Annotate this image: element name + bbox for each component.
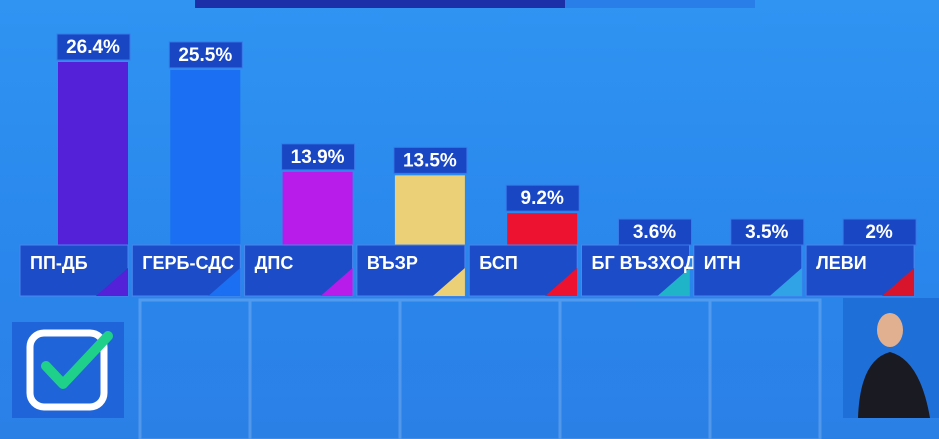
category-label: ГЕРБ-СДС bbox=[142, 253, 234, 273]
check-logo bbox=[12, 322, 124, 418]
category-label: БСП bbox=[479, 253, 518, 273]
category-label: ДПС bbox=[255, 253, 294, 273]
value-label-box bbox=[168, 41, 243, 69]
corner-accent bbox=[320, 268, 353, 296]
category-label: ВЪЗР bbox=[367, 253, 418, 273]
value-label-box bbox=[618, 218, 692, 246]
top-banner-tail bbox=[565, 0, 755, 8]
value-label: 2% bbox=[865, 222, 893, 243]
value-label-box bbox=[730, 218, 805, 246]
corner-accent bbox=[432, 268, 465, 296]
corner-accent bbox=[882, 268, 915, 296]
category-label: ПП-ДБ bbox=[30, 253, 88, 273]
value-label: 3.6% bbox=[633, 222, 676, 243]
value-label: 9.2% bbox=[521, 188, 564, 209]
value-label: 26.4% bbox=[66, 37, 120, 58]
category-boxes: ПП-ДБ ГЕРБ-СДС ДПС ВЪЗР БСП БГ ВЪЗХОД ИТН ЛЕВИ bbox=[19, 244, 915, 297]
category-label: ЛЕВИ bbox=[816, 253, 867, 273]
corner-accent bbox=[769, 268, 802, 296]
value-label-box bbox=[842, 218, 917, 246]
background-building bbox=[138, 298, 822, 439]
value-label: 3.5% bbox=[745, 222, 788, 243]
value-label: 25.5% bbox=[178, 45, 232, 66]
sign-interpreter bbox=[843, 298, 939, 418]
value-labels: 26.4% 25.5% 13.9% 13.5% 9.2% 3.6% 3.5% 2% bbox=[56, 33, 917, 246]
top-banner bbox=[195, 0, 565, 8]
corner-accent bbox=[545, 268, 578, 296]
corner-accent bbox=[208, 268, 241, 296]
corner-accent bbox=[657, 268, 690, 296]
value-label-box bbox=[56, 33, 131, 61]
category-label: ИТН bbox=[704, 253, 741, 273]
value-label-box bbox=[505, 184, 580, 212]
value-label-box bbox=[281, 143, 356, 171]
corner-accent bbox=[96, 268, 128, 296]
value-label-box bbox=[393, 146, 468, 174]
category-label: БГ ВЪЗХОД bbox=[592, 253, 697, 273]
value-label: 13.5% bbox=[403, 150, 457, 171]
value-label: 13.9% bbox=[291, 147, 345, 168]
